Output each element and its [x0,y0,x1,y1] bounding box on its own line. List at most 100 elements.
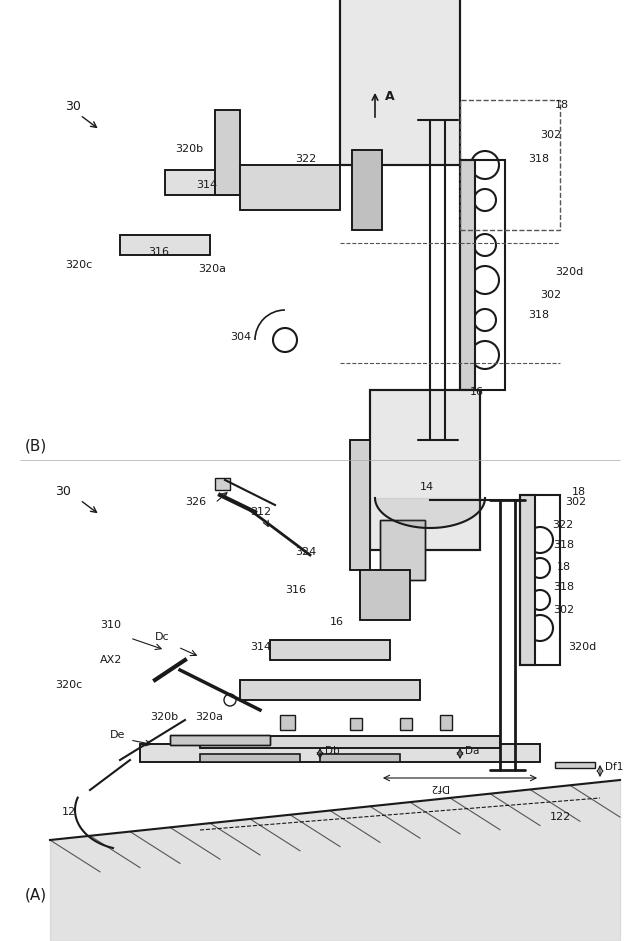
Text: 18: 18 [572,487,586,497]
Bar [240,165,340,210]
Text: 30: 30 [55,485,71,498]
Text: 318: 318 [528,154,549,164]
Text: 302: 302 [540,130,561,140]
Bar [380,520,425,580]
Text: 310: 310 [100,620,121,630]
Bar [200,736,500,748]
Bar [200,736,500,748]
Bar [460,160,475,390]
Circle shape [530,558,550,578]
Bar [520,495,535,665]
Text: 326: 326 [185,497,206,507]
Bar [340,0,460,165]
Bar [240,680,420,700]
Text: 320b: 320b [175,144,203,154]
Text: 320c: 320c [55,680,83,690]
Text: 316: 316 [148,247,169,257]
Bar [352,150,382,230]
Text: Dc: Dc [155,632,170,642]
Circle shape [224,694,236,706]
Bar [520,495,560,665]
Text: Da: Da [465,746,479,756]
Text: 322: 322 [295,154,316,164]
Text: (B): (B) [25,438,47,453]
Text: 302: 302 [553,605,574,615]
Bar [350,718,362,730]
Text: AX2: AX2 [100,655,122,665]
Text: Df1: Df1 [605,762,623,772]
Bar [270,640,390,660]
Text: 320c: 320c [65,260,92,270]
Text: 30: 30 [65,100,81,113]
Circle shape [474,309,496,331]
Text: 122: 122 [550,812,572,822]
Bar [380,520,425,580]
Circle shape [527,527,553,553]
Text: 302: 302 [540,290,561,300]
Text: 318: 318 [553,540,574,550]
Bar [215,110,240,195]
Text: 18: 18 [557,562,571,572]
Bar [140,744,540,762]
Circle shape [474,234,496,256]
Bar [240,680,420,700]
Circle shape [471,266,499,294]
Bar [350,440,370,570]
Circle shape [530,590,550,610]
Text: 314: 314 [250,642,271,652]
Bar [440,715,452,730]
Bar [215,110,240,195]
Text: 312: 312 [250,507,271,517]
Bar [280,715,295,730]
Bar [360,570,410,620]
Bar [240,165,340,210]
Bar [165,170,255,195]
Bar [460,100,560,230]
Bar [120,235,210,255]
Bar [360,570,410,620]
Bar [350,440,370,570]
Bar [270,640,390,660]
Bar [165,170,255,195]
Bar [400,718,412,730]
Bar [320,754,400,762]
Text: 12: 12 [62,807,76,817]
Text: 318: 318 [553,582,574,592]
Bar [200,754,300,762]
Bar [120,235,210,255]
Text: 314: 314 [196,180,217,190]
Bar [370,390,480,550]
Text: 14: 14 [420,482,434,492]
Text: (A): (A) [25,888,47,903]
Circle shape [527,615,553,641]
Bar [555,762,595,768]
Text: A: A [385,90,395,103]
Text: 320a: 320a [195,712,223,722]
Bar [140,744,540,762]
Text: Df2: Df2 [430,782,449,792]
Text: 320d: 320d [568,642,596,652]
Text: 324: 324 [295,547,316,557]
Bar [340,0,460,165]
Bar [370,390,480,550]
Bar [170,735,270,745]
Circle shape [471,341,499,369]
Bar [215,478,230,490]
Text: 16: 16 [330,617,344,627]
Text: 302: 302 [565,497,586,507]
Bar [460,160,505,390]
Text: 320a: 320a [198,264,226,274]
Bar [170,735,270,745]
Text: 322: 322 [552,520,573,530]
Text: Db: Db [325,746,340,756]
Circle shape [474,189,496,211]
Circle shape [471,151,499,179]
Text: 16: 16 [470,387,484,397]
Bar [352,150,382,230]
Text: 316: 316 [285,585,306,595]
Text: 320b: 320b [150,712,178,722]
Text: 320d: 320d [555,267,583,277]
Text: 18: 18 [555,100,569,110]
Text: 304: 304 [230,332,251,342]
Text: 318: 318 [528,310,549,320]
